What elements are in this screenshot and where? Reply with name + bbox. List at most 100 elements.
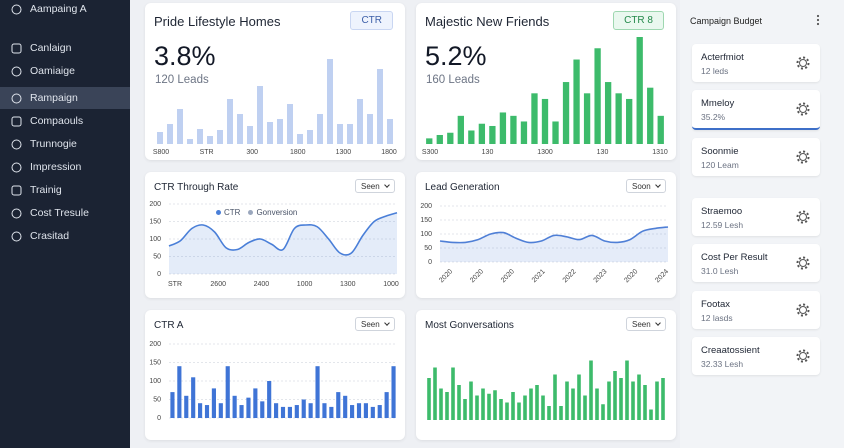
nav-label: Trainig	[30, 184, 62, 196]
bar	[552, 121, 559, 144]
chart: S300 130 1300 130 1310	[422, 37, 668, 156]
bar	[625, 360, 629, 420]
card: 0 50 100 150 200 2020 2020 2020 2021 2022 2023 2020…	[416, 172, 676, 298]
bar	[520, 121, 528, 144]
gear-icon[interactable]	[796, 256, 810, 270]
gear-ring	[799, 213, 807, 221]
nav-item[interactable]: Rampaign	[0, 87, 130, 109]
nav-item[interactable]: Crasitad	[0, 225, 130, 247]
bar	[433, 367, 437, 420]
nav-item[interactable]: Aampaing A	[0, 0, 130, 20]
budget-item[interactable]: Creaatossient 32.33 Lesh	[692, 337, 820, 375]
budget-item[interactable]: Soonmie 120 Leam	[692, 138, 820, 176]
bar	[277, 119, 283, 144]
line	[168, 211, 398, 256]
nav-item[interactable]: Impression	[0, 156, 130, 178]
chart	[427, 360, 665, 420]
y-tick-label: 150	[149, 218, 161, 225]
bar	[541, 98, 549, 144]
bar	[427, 378, 431, 420]
badge[interactable]: CTR	[350, 11, 393, 30]
bar	[594, 48, 601, 145]
bar	[294, 405, 299, 418]
dropdown[interactable]: Seen	[355, 179, 395, 193]
chart: 0 50 100 150 200 2020 2020 2020 2021 2022 2023 2020…	[420, 203, 670, 284]
gear-icon[interactable]	[796, 210, 810, 224]
bar	[350, 405, 355, 418]
gear-icon[interactable]	[796, 349, 810, 363]
nav-label: Rampaign	[30, 92, 78, 104]
bar	[267, 381, 272, 418]
bar	[167, 124, 173, 144]
budget-item[interactable]: Acterfmiot 12 leds	[692, 44, 820, 82]
nav-item[interactable]: Canlaign	[0, 37, 130, 59]
item-detail: 32.33 Lesh	[701, 359, 744, 369]
nav-item[interactable]: Trainig	[0, 179, 130, 201]
gear-teeth	[796, 349, 810, 363]
x-tick-label: 2020	[500, 268, 516, 284]
budget-item[interactable]: Mmeloy 35.2%	[692, 90, 820, 130]
bar	[637, 374, 641, 420]
bar	[287, 406, 292, 418]
bar	[469, 381, 473, 420]
dropdown[interactable]: Seen	[626, 317, 666, 331]
nav-item[interactable]: Oamiaige	[0, 60, 130, 82]
bar	[451, 367, 455, 420]
menu-icon[interactable]	[816, 14, 820, 26]
bar	[589, 360, 593, 420]
bar	[287, 104, 293, 144]
bar	[565, 381, 569, 420]
dropdown[interactable]: Soon	[626, 179, 666, 193]
bar	[643, 385, 647, 420]
bar	[267, 122, 273, 144]
chart: 0 50 100 150 200	[149, 341, 397, 422]
legend-item: CTR	[216, 208, 240, 217]
bar	[384, 392, 389, 418]
nav-item[interactable]: Trunnogie	[0, 133, 130, 155]
bar	[204, 405, 210, 418]
bar	[661, 378, 665, 420]
x-tick-label: 300	[246, 149, 258, 156]
bar	[631, 381, 635, 420]
bar	[439, 388, 443, 420]
budget-item[interactable]: Cost Per Result 31.0 Lesh	[692, 244, 820, 282]
x-tick-label: STR	[200, 149, 214, 156]
nav-item[interactable]: Compaouls	[0, 110, 130, 132]
nav-label: Cost Tresule	[30, 207, 89, 219]
dropdown[interactable]: Seen	[355, 317, 395, 331]
card: S300 130 1300 130 1310 Majestic New Friends CT…	[416, 3, 676, 160]
x-tick-label: STR	[168, 281, 182, 288]
bar	[647, 87, 654, 144]
gear-icon[interactable]	[796, 303, 810, 317]
icon-shape	[11, 231, 22, 241]
bar	[377, 69, 383, 144]
bar	[232, 395, 237, 418]
bar	[157, 132, 163, 144]
metric: 5.2%	[425, 41, 487, 71]
bar	[170, 392, 175, 418]
x-tick-label: 130	[597, 149, 609, 156]
bar	[529, 388, 533, 420]
gear-ring	[799, 105, 807, 113]
chart: S800 STR 300 1800 1300 1800	[153, 59, 397, 156]
nav-item[interactable]: Cost Tresule	[0, 202, 130, 224]
icon-shape	[11, 116, 22, 126]
bar	[253, 388, 258, 418]
gear-icon[interactable]	[796, 56, 810, 70]
gear-teeth	[796, 256, 810, 270]
gear-icon[interactable]	[796, 102, 810, 116]
gear-icon[interactable]	[796, 150, 810, 164]
bar	[198, 403, 203, 418]
nav-label: Impression	[30, 161, 82, 173]
bar	[499, 399, 503, 420]
bar	[218, 403, 223, 418]
gear-teeth	[796, 210, 810, 224]
bar	[347, 124, 353, 144]
badge[interactable]: CTR 8	[613, 11, 664, 30]
bar	[505, 402, 509, 420]
icon-shape	[11, 185, 22, 195]
x-tick-label: 1300	[336, 149, 352, 156]
bar	[322, 403, 327, 418]
budget-item[interactable]: Straemoo 12.59 Lesh	[692, 198, 820, 236]
budget-item[interactable]: Footax 12 lasds	[692, 291, 820, 329]
